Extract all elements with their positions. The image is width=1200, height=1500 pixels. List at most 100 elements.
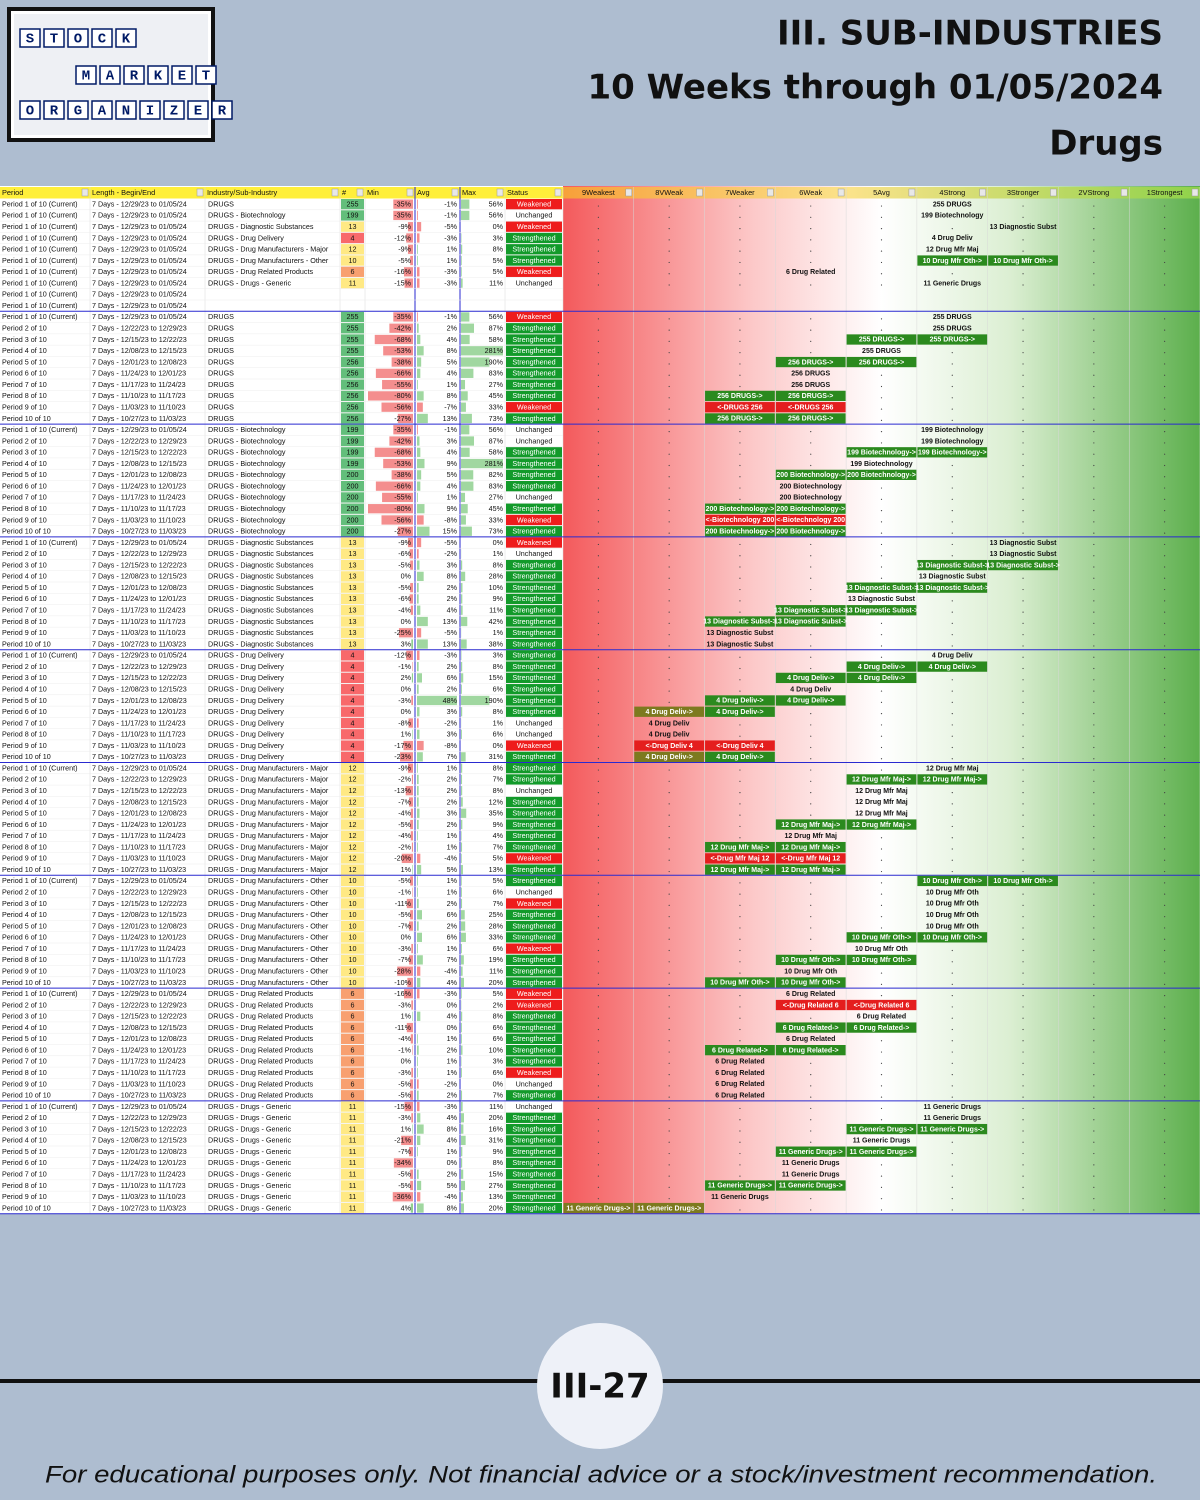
industry: DRUGS - Drug Delivery (208, 684, 284, 693)
max-bar (461, 1192, 463, 1202)
zone-label: 13 Diagnostic Subst-> (845, 607, 918, 614)
count-cell (341, 1078, 364, 1090)
cell-dot (1093, 859, 1095, 861)
max: 0% (493, 538, 504, 547)
cell-dot (739, 769, 741, 771)
min: -9% (398, 245, 411, 254)
cell-dot (1022, 780, 1024, 782)
avg-bar (417, 346, 424, 356)
max-bar (461, 346, 503, 356)
max-bar (461, 1135, 466, 1146)
min: -5% (398, 820, 411, 829)
cell-dot (597, 487, 599, 489)
min: 2% (401, 673, 412, 682)
status: Strengthened (512, 831, 555, 840)
filter-button (81, 188, 89, 197)
min-bar (410, 910, 413, 920)
cell-dot (810, 769, 812, 771)
avg: -2% (444, 549, 457, 558)
filter-button (554, 188, 562, 197)
cell-dot (739, 543, 741, 546)
zone-highlight (775, 605, 846, 616)
max-bar (461, 402, 466, 412)
cell-dot (668, 453, 670, 455)
min-bar (404, 278, 413, 288)
period: Period 1 of 10 (Current) (2, 267, 78, 276)
max-bar (461, 661, 463, 672)
avg: 6% (447, 910, 458, 919)
cell-dot (597, 329, 599, 331)
cell-dot (1164, 916, 1166, 918)
count: 11 (349, 278, 356, 287)
cell-dot (1093, 577, 1095, 579)
max-bar (461, 504, 468, 514)
status-cell (506, 605, 562, 616)
count: 6 (351, 1012, 355, 1021)
cell-dot (951, 679, 953, 681)
count: 4 (351, 696, 355, 705)
avg-bar (417, 1068, 418, 1078)
cell-dot (597, 634, 599, 636)
avg-bar (417, 1034, 418, 1044)
min-bar (407, 244, 413, 254)
industry: DRUGS - Drug Manufacturers - Other (208, 966, 329, 975)
cell-dot (1022, 746, 1024, 749)
cell-dot (1093, 679, 1095, 681)
industry: DRUGS - Drug Manufacturers - Major (208, 865, 329, 874)
max-bar (461, 594, 463, 604)
cell-dot (1022, 848, 1024, 850)
avg-bar (417, 977, 421, 988)
industry: DRUGS (208, 369, 234, 378)
cell-dot (951, 1096, 953, 1098)
cell-dot (668, 679, 670, 681)
count-cell (341, 514, 364, 526)
cell-dot (1164, 340, 1166, 342)
status-cell (506, 999, 562, 1011)
cell-dot (1093, 780, 1095, 782)
max: 5% (493, 256, 504, 265)
period: Period 7 of 10 (2, 1170, 47, 1179)
cell-dot (597, 588, 599, 591)
max: 31% (489, 1136, 504, 1145)
cell-dot (1164, 250, 1166, 252)
min-bar (409, 549, 413, 559)
cell-dot (1164, 780, 1166, 782)
cell-dot (951, 746, 953, 749)
length: 7 Days - 12/08/23 to 12/15/23 (92, 797, 187, 806)
zone-label: 11 Generic Drugs (923, 280, 981, 287)
avg-bar (417, 729, 420, 739)
status-cell (506, 356, 562, 368)
min: -4% (398, 1034, 411, 1043)
count-cell (341, 1067, 364, 1078)
cell-dot (1164, 1074, 1166, 1076)
min-bar (393, 425, 413, 435)
count-cell (341, 1056, 364, 1067)
cell-dot (1093, 1175, 1095, 1177)
cell-dot (739, 792, 741, 794)
max: 7% (493, 899, 504, 908)
cell-dot (1093, 645, 1095, 647)
period: Period 4 of 10 (2, 797, 47, 806)
cell-dot (1164, 498, 1166, 500)
cell-dot (1022, 1198, 1024, 1200)
avg-bar (417, 1090, 419, 1100)
period: Period 9 of 10 (2, 854, 47, 863)
count: 13 (349, 617, 357, 626)
cell-dot (1164, 893, 1166, 895)
cell-dot (880, 1051, 883, 1053)
avg-bar (417, 774, 419, 785)
period: Period 8 of 10 (2, 391, 47, 400)
min: 0% (401, 933, 412, 942)
min-bar (389, 436, 413, 446)
avg: 1% (447, 256, 458, 265)
max: 35% (489, 809, 504, 818)
column-header: 3Stronger (1007, 188, 1040, 197)
column-header: 8VWeak (655, 188, 683, 197)
industry: DRUGS - Drug Delivery (208, 741, 284, 750)
min-bar (408, 718, 413, 728)
cell-dot (739, 476, 741, 478)
cell-dot (739, 453, 741, 455)
min: -35% (394, 425, 411, 434)
cell-dot (597, 340, 599, 342)
